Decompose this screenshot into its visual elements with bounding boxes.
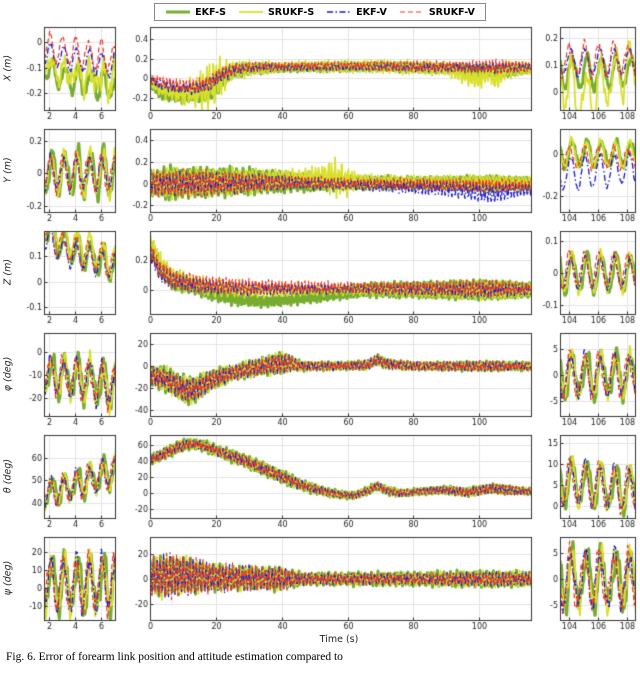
- plot-panel-x-zoom-start: [18, 24, 118, 124]
- legend-label: EKF-S: [195, 6, 226, 18]
- legend-item-ekf-v: EKF-V: [326, 6, 387, 18]
- chart-row-psi: ψ (deg): [0, 534, 640, 634]
- y-axis-label-text: X (m): [2, 54, 14, 82]
- plot-panel-z-zoom-start: [18, 228, 118, 328]
- plot-panel-z-zoom-end: [536, 228, 638, 328]
- chart-row-x: X (m): [0, 24, 640, 124]
- y-axis-label-theta: θ (deg): [0, 432, 16, 532]
- chart-legend-wrap: EKF-S SRUKF-S EKF-V SRUKF-V: [0, 0, 640, 22]
- y-axis-label-text: ψ (deg): [2, 560, 14, 596]
- chart-row-theta: θ (deg): [0, 432, 640, 532]
- legend-label: SRUKF-V: [428, 6, 475, 18]
- plot-panel-theta-main: [120, 432, 534, 532]
- plot-panel-y-zoom-end: [536, 126, 638, 226]
- y-axis-label-text: φ (deg): [2, 356, 14, 392]
- plot-panel-phi-zoom-start: [18, 330, 118, 430]
- legend-label: SRUKF-S: [267, 6, 315, 18]
- x-axis-label-row: Time (s): [0, 634, 640, 647]
- y-axis-label-y: Y (m): [0, 126, 16, 226]
- legend-item-srukf-s: SRUKF-S: [237, 6, 315, 18]
- y-axis-label-z: Z (m): [0, 228, 16, 328]
- y-axis-label-psi: ψ (deg): [0, 534, 16, 634]
- plot-panel-z-main: [120, 228, 534, 328]
- chart-row-y: Y (m): [0, 126, 640, 226]
- plot-panel-psi-main: [120, 534, 534, 634]
- legend-item-srukf-v: SRUKF-V: [398, 6, 475, 18]
- plot-panel-y-zoom-start: [18, 126, 118, 226]
- y-axis-label-text: Z (m): [2, 258, 14, 286]
- legend-line-sample-icon: [237, 6, 264, 18]
- x-axis-label: Time (s): [319, 634, 359, 645]
- chart-legend: EKF-S SRUKF-S EKF-V SRUKF-V: [154, 3, 486, 21]
- plot-panel-phi-zoom-end: [536, 330, 638, 430]
- chart-row-phi: φ (deg): [0, 330, 640, 430]
- plot-panel-x-main: [120, 24, 534, 124]
- legend-line-sample-icon: [398, 6, 425, 18]
- plot-panel-psi-zoom-end: [536, 534, 638, 634]
- y-axis-label-phi: φ (deg): [0, 330, 16, 430]
- paper-figure-page: { "caption": "Fig. 6. Error of forearm l…: [0, 0, 640, 663]
- plot-panel-theta-zoom-start: [18, 432, 118, 532]
- y-axis-label-x: X (m): [0, 24, 16, 124]
- legend-line-sample-icon: [165, 6, 192, 18]
- plot-panel-y-main: [120, 126, 534, 226]
- y-axis-label-text: Y (m): [2, 157, 14, 183]
- chart-row-z: Z (m): [0, 228, 640, 328]
- legend-label: EKF-V: [356, 6, 387, 18]
- plot-panel-theta-zoom-end: [536, 432, 638, 532]
- legend-item-ekf-s: EKF-S: [165, 6, 226, 18]
- plot-panel-psi-zoom-start: [18, 534, 118, 634]
- plot-panel-x-zoom-end: [536, 24, 638, 124]
- chart-grid: X (m) Y (m) Z (m) φ (deg) θ (deg) ψ (deg): [0, 24, 640, 634]
- legend-line-sample-icon: [326, 6, 353, 18]
- y-axis-label-text: θ (deg): [2, 458, 14, 494]
- figure-caption: Fig. 6. Error of forearm link position a…: [6, 651, 343, 663]
- plot-panel-phi-main: [120, 330, 534, 430]
